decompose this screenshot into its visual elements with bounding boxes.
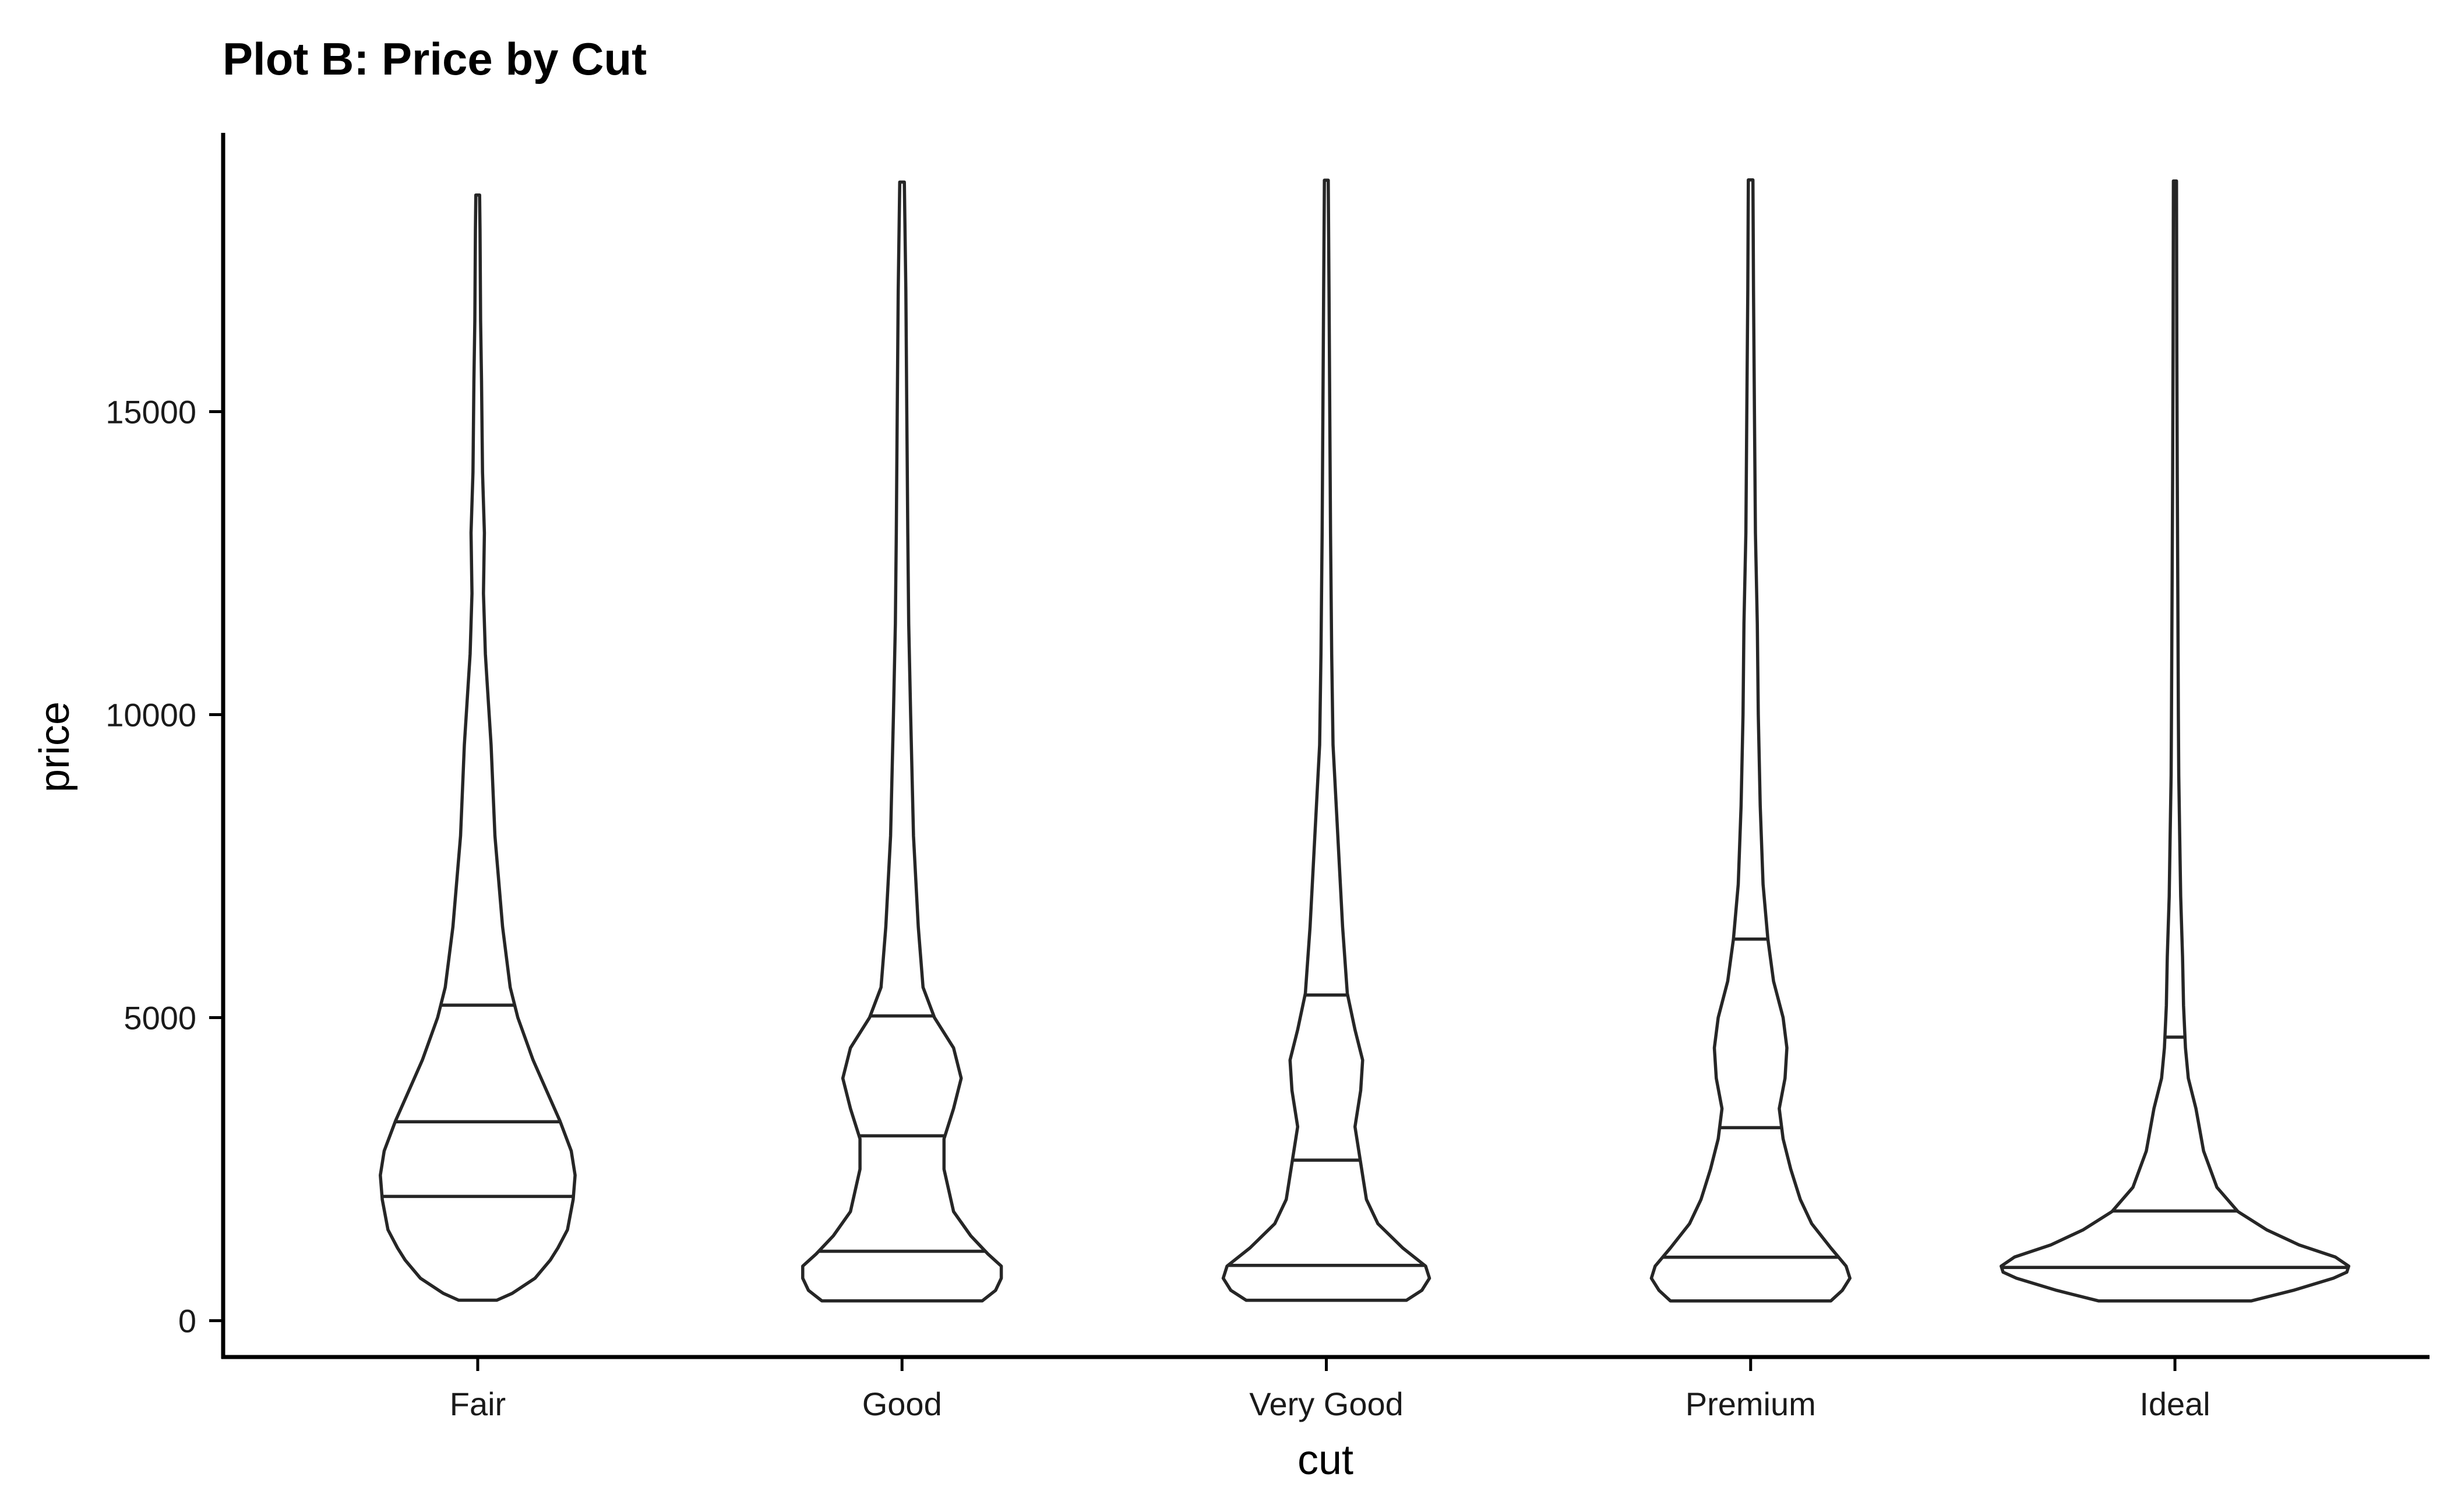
x-tick-label: Very Good: [1249, 1386, 1404, 1422]
y-tick-label: 5000: [124, 1000, 196, 1037]
y-axis-title: price: [31, 702, 78, 792]
violin-very-good: [1221, 178, 1431, 1302]
violin-ideal: [2000, 179, 2351, 1303]
x-ticks-group: Fair Good Very Good Premium Ideal: [450, 1357, 2210, 1422]
y-tick-label: 0: [178, 1303, 196, 1340]
y-tick-label: 10000: [105, 696, 196, 733]
x-tick-label: Fair: [450, 1386, 506, 1422]
x-tick-label: Good: [862, 1386, 942, 1422]
violins-group: [379, 178, 2351, 1303]
chart-title: Plot B: Price by Cut: [223, 33, 647, 84]
violin-premium: [1649, 178, 1852, 1303]
y-ticks-group: 0 5000 10000 15000: [105, 393, 223, 1340]
violin-fair: [379, 193, 577, 1302]
y-tick-label: 15000: [105, 393, 196, 430]
violin-good: [801, 180, 1003, 1303]
x-tick-label: Ideal: [2139, 1386, 2210, 1422]
x-tick-label: Premium: [1686, 1386, 1816, 1422]
x-axis-title: cut: [1297, 1437, 1353, 1483]
